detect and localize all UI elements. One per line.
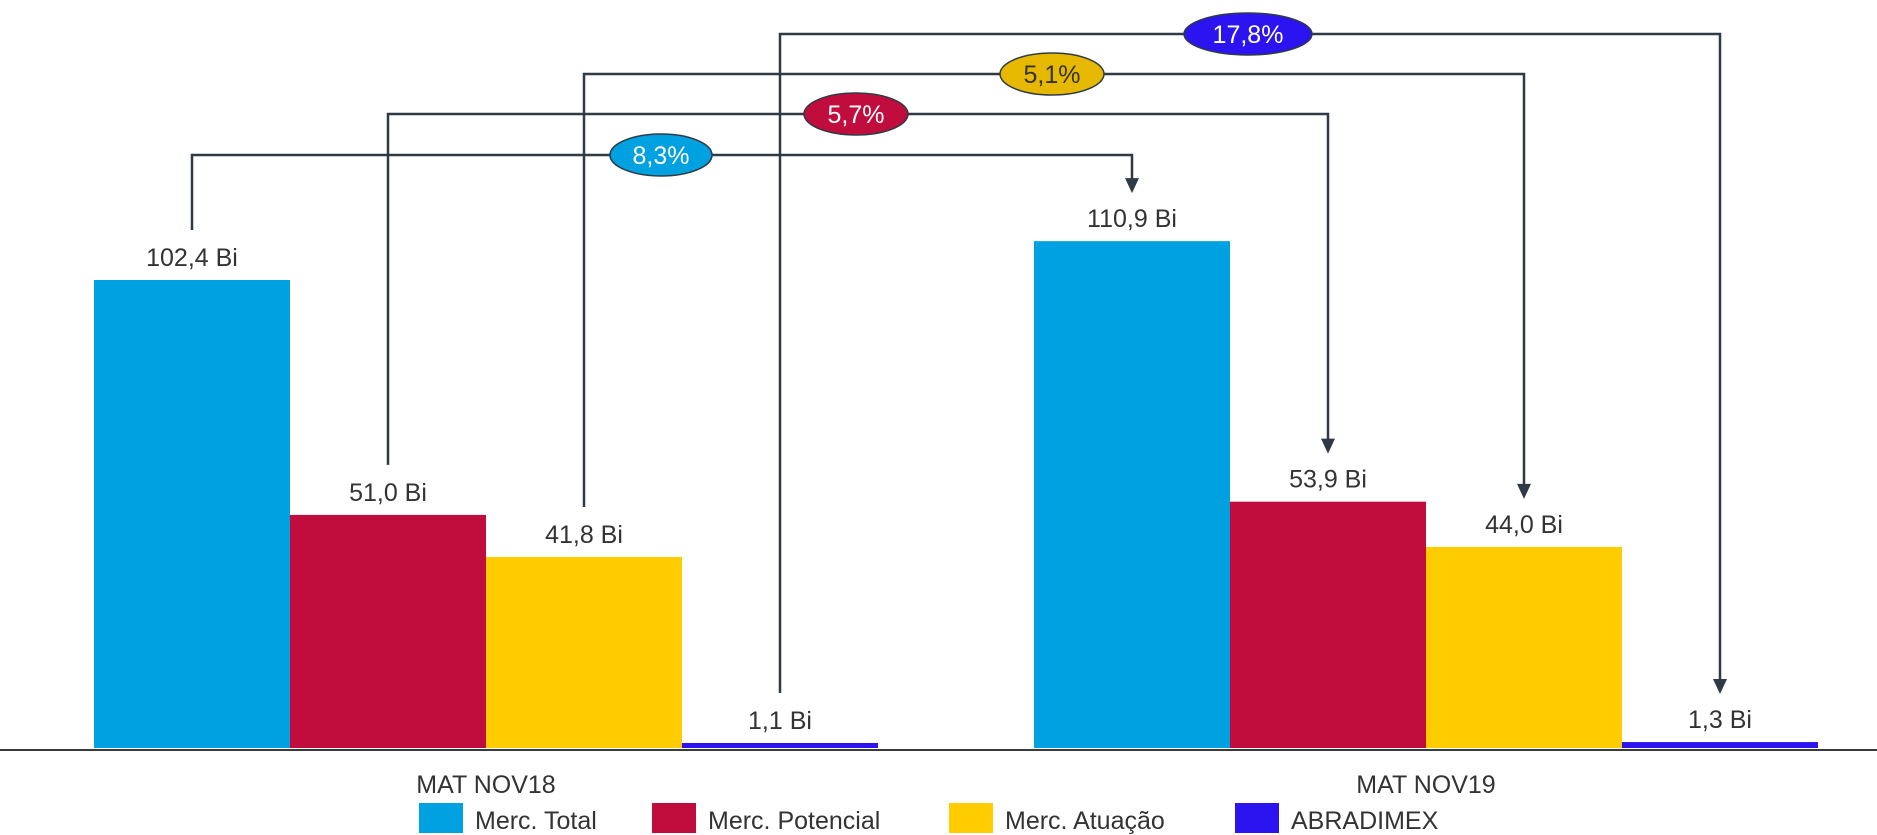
bar-abradimex-mat-nov19 [1622, 742, 1818, 748]
bar-abradimex-mat-nov18 [682, 742, 878, 748]
bar-merc-atuacao-mat-nov18 [486, 556, 682, 748]
bar-merc-total-mat-nov18 [94, 280, 290, 748]
data-label-merc-atuacao-mat-nov18: 41,8 Bi [545, 521, 623, 549]
bar-merc-potencial-mat-nov19 [1230, 501, 1426, 748]
legend-label-merc-total: Merc. Total [475, 807, 597, 835]
bar-merc-total-mat-nov19 [1034, 241, 1230, 748]
legend-swatch-merc-potencial [652, 803, 696, 833]
growth-badges: 8,3% 5,7% 5,1% 17,8% [609, 12, 1313, 177]
data-label-abradimex-mat-nov18: 1,1 Bi [748, 707, 812, 735]
growth-label-merc-potencial: 5,7% [828, 101, 885, 129]
data-label-abradimex-mat-nov19: 1,3 Bi [1688, 706, 1752, 734]
growth-arrowhead-merc-potencial [1321, 438, 1335, 454]
growth-badge-abradimex [1183, 12, 1313, 56]
bars [94, 241, 1818, 748]
x-tick-labels: MAT NOV18 MAT NOV19 [416, 771, 1495, 799]
legend-label-merc-atuacao: Merc. Atuação [1005, 807, 1165, 835]
growth-arrowhead-merc-total [1125, 178, 1139, 194]
growth-arrowhead-abradimex [1713, 679, 1727, 695]
legend-label-merc-potencial: Merc. Potencial [708, 807, 880, 835]
data-label-merc-atuacao-mat-nov19: 44,0 Bi [1485, 511, 1563, 539]
growth-label-merc-atuacao: 5,1% [1024, 61, 1081, 89]
data-labels: 102,4 Bi 110,9 Bi 51,0 Bi 53,9 Bi 41,8 Bi 44,… [146, 205, 1752, 735]
growth-badge-merc-potencial [803, 92, 909, 136]
data-label-merc-potencial-mat-nov18: 51,0 Bi [349, 479, 427, 507]
bar-merc-potencial-mat-nov18 [290, 514, 486, 748]
data-label-merc-potencial-mat-nov19: 53,9 Bi [1289, 466, 1367, 494]
x-tick-label-mat-nov19: MAT NOV19 [1356, 771, 1495, 799]
growth-label-abradimex: 17,8% [1213, 21, 1284, 49]
legend: Merc. Total Merc. Potencial Merc. Atuação A… [419, 803, 1439, 835]
growth-badge-merc-atuacao [999, 52, 1105, 96]
legend-swatch-abradimex [1235, 803, 1279, 833]
legend-label-abradimex: ABRADIMEX [1291, 807, 1439, 835]
data-label-merc-total-mat-nov18: 102,4 Bi [146, 244, 238, 272]
data-label-merc-total-mat-nov19: 110,9 Bi [1087, 205, 1177, 233]
growth-badge-merc-total [609, 133, 713, 177]
legend-swatch-merc-total [419, 803, 463, 833]
bar-merc-atuacao-mat-nov19 [1426, 546, 1622, 748]
x-tick-label-mat-nov18: MAT NOV18 [416, 771, 555, 799]
legend-swatch-merc-atuacao [949, 803, 993, 833]
growth-arrowhead-merc-atuacao [1517, 483, 1531, 499]
growth-label-merc-total: 8,3% [633, 142, 690, 170]
